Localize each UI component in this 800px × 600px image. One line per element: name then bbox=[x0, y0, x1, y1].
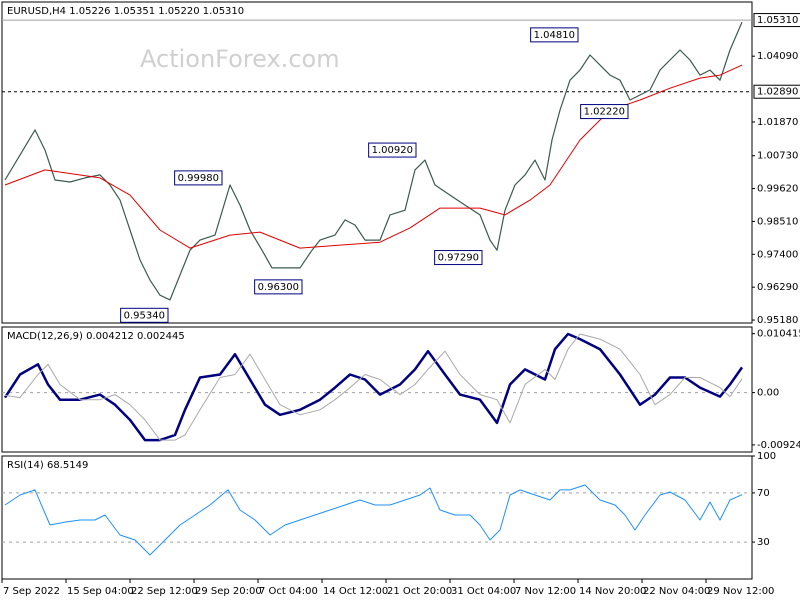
x-tick-label: 22 Nov 04:00 bbox=[643, 586, 710, 597]
y-tick-label: 0.98510 bbox=[757, 216, 798, 227]
panel-frame bbox=[1, 1, 753, 324]
annotation-box bbox=[580, 104, 629, 120]
panel-title: RSI(14) 68.5149 bbox=[7, 460, 88, 471]
y-tick-label: 30 bbox=[757, 537, 770, 548]
annotation-label: 0.97290 bbox=[438, 253, 479, 264]
x-tick-label: 31 Oct 04:00 bbox=[451, 586, 516, 597]
x-tick-label: 14 Nov 20:00 bbox=[579, 586, 646, 597]
x-tick-label: 7 Sep 2022 bbox=[3, 586, 60, 597]
annotation-box bbox=[530, 27, 579, 43]
panel-title: MACD(12,26,9) 0.004212 0.002445 bbox=[7, 331, 185, 342]
x-tick-label: 14 Oct 12:00 bbox=[323, 586, 388, 597]
y-tick-label: 0.96290 bbox=[757, 282, 798, 293]
price-label-box bbox=[753, 13, 800, 28]
x-tick-label: 15 Sep 04:00 bbox=[67, 586, 134, 597]
annotation-box bbox=[174, 170, 223, 186]
y-tick-label: 0.97400 bbox=[757, 249, 798, 260]
price-label: 1.02890 bbox=[757, 87, 798, 98]
panel-frame bbox=[1, 326, 753, 453]
y-tick-label: 1.04090 bbox=[757, 51, 798, 62]
y-tick-label: 70 bbox=[757, 488, 770, 499]
x-tick-label: 29 Nov 12:00 bbox=[707, 586, 774, 597]
annotation-box bbox=[254, 279, 303, 295]
annotation-label: 1.04810 bbox=[534, 30, 575, 41]
y-tick-label: 1.01870 bbox=[757, 117, 798, 128]
y-tick-label: 100 bbox=[757, 451, 776, 462]
y-tick-label: 0.010415 bbox=[757, 329, 800, 340]
series-line bbox=[4, 484, 743, 556]
panel-frame bbox=[1, 455, 753, 580]
annotation-box bbox=[434, 250, 483, 266]
watermark: ActionForex.com bbox=[140, 45, 340, 73]
panel-title: EURUSD,H4 1.05226 1.05351 1.05220 1.0531… bbox=[7, 6, 244, 17]
x-tick-label: 7 Oct 04:00 bbox=[259, 586, 318, 597]
y-tick-label: 0.00 bbox=[757, 388, 779, 399]
x-tick-label: 22 Sep 12:00 bbox=[131, 586, 198, 597]
annotation-label: 1.00920 bbox=[372, 145, 413, 156]
x-tick-label: 21 Oct 20:00 bbox=[387, 586, 452, 597]
series-line bbox=[4, 21, 743, 301]
annotation-label: 0.96300 bbox=[258, 282, 299, 293]
y-tick-label: -0.009244 bbox=[757, 440, 800, 451]
y-tick-label: 0.95180 bbox=[757, 315, 798, 326]
annotation-box bbox=[368, 142, 417, 158]
annotation-box bbox=[120, 307, 169, 323]
price-label-box bbox=[753, 84, 800, 99]
x-tick-label: 7 Nov 12:00 bbox=[515, 586, 576, 597]
annotation-label: 0.95340 bbox=[124, 310, 165, 321]
y-tick-label: 0.99620 bbox=[757, 184, 798, 195]
series-line bbox=[3, 332, 744, 442]
series-line bbox=[4, 333, 743, 441]
price-label: 1.05310 bbox=[757, 15, 798, 26]
x-tick-label: 29 Sep 20:00 bbox=[195, 586, 262, 597]
annotation-label: 0.99980 bbox=[178, 173, 219, 184]
y-tick-label: 1.00730 bbox=[757, 151, 798, 162]
series-line bbox=[4, 64, 743, 249]
annotation-label: 1.02220 bbox=[584, 107, 625, 118]
